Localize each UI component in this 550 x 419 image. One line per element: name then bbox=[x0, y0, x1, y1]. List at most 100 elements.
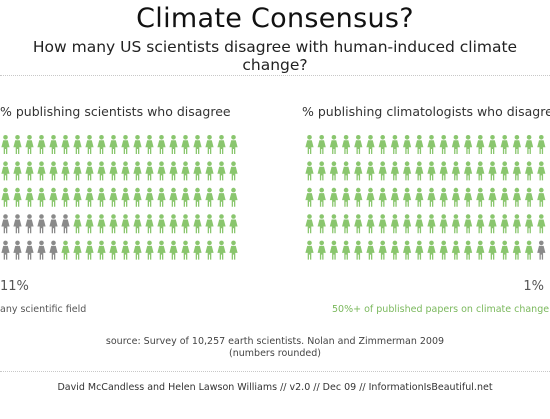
agree-person-icon-1-3-16 bbox=[500, 214, 509, 234]
agree-person-icon-0-2-2 bbox=[25, 187, 34, 207]
agree-person-icon-0-1-6 bbox=[73, 161, 82, 181]
agree-person-icon-0-2-17 bbox=[205, 187, 214, 207]
agree-person-icon-0-1-16 bbox=[193, 161, 202, 181]
agree-person-icon-0-0-13 bbox=[157, 135, 166, 154]
agree-person-icon-0-2-5 bbox=[61, 187, 70, 207]
agree-person-icon-1-2-14 bbox=[476, 187, 485, 207]
agree-person-icon-0-0-17 bbox=[205, 135, 214, 154]
agree-person-icon-1-1-1 bbox=[317, 161, 326, 181]
agree-person-icon-1-4-17 bbox=[512, 240, 521, 260]
agree-person-icon-0-1-10 bbox=[121, 161, 130, 181]
agree-person-icon-1-0-8 bbox=[403, 135, 412, 154]
agree-person-icon-1-3-4 bbox=[354, 214, 363, 234]
right-panel-caption: 50%+ of published papers on climate chan… bbox=[332, 304, 550, 315]
agree-person-icon-0-1-2 bbox=[25, 161, 34, 181]
agree-person-icon-0-3-18 bbox=[217, 214, 226, 234]
agree-person-icon-1-4-12 bbox=[451, 240, 460, 260]
agree-person-icon-1-2-4 bbox=[354, 187, 363, 207]
agree-person-icon-0-3-7 bbox=[85, 214, 94, 234]
agree-person-icon-1-0-18 bbox=[525, 135, 534, 154]
agree-person-icon-0-1-0 bbox=[1, 161, 10, 181]
agree-person-icon-1-3-1 bbox=[317, 214, 326, 234]
agree-person-icon-1-1-11 bbox=[439, 161, 448, 181]
agree-person-icon-0-1-8 bbox=[97, 161, 106, 181]
agree-person-icon-1-4-0 bbox=[305, 240, 314, 260]
agree-person-icon-1-2-6 bbox=[378, 187, 387, 207]
agree-person-icon-0-2-15 bbox=[181, 187, 190, 207]
agree-person-icon-0-0-8 bbox=[97, 135, 106, 154]
agree-person-icon-0-4-8 bbox=[97, 240, 106, 260]
agree-person-icon-1-1-4 bbox=[354, 161, 363, 181]
agree-person-icon-0-0-19 bbox=[229, 135, 238, 154]
agree-person-icon-0-4-12 bbox=[145, 240, 154, 260]
agree-person-icon-1-4-4 bbox=[354, 240, 363, 260]
agree-person-icon-1-2-7 bbox=[390, 187, 399, 207]
disagree-person-icon-0-3-4 bbox=[49, 214, 58, 234]
agree-person-icon-1-2-17 bbox=[512, 187, 521, 207]
agree-person-icon-1-1-6 bbox=[378, 161, 387, 181]
agree-person-icon-1-1-14 bbox=[476, 161, 485, 181]
agree-person-icon-1-4-15 bbox=[488, 240, 497, 260]
agree-person-icon-1-0-0 bbox=[305, 135, 314, 154]
agree-person-icon-1-0-10 bbox=[427, 135, 436, 154]
agree-person-icon-1-3-18 bbox=[525, 214, 534, 234]
agree-person-icon-0-2-4 bbox=[49, 187, 58, 207]
agree-person-icon-0-3-16 bbox=[193, 214, 202, 234]
agree-person-icon-1-3-7 bbox=[390, 214, 399, 234]
chart-title: Climate Consensus? bbox=[136, 3, 414, 34]
agree-person-icon-1-3-13 bbox=[464, 214, 473, 234]
agree-person-icon-0-1-4 bbox=[49, 161, 58, 181]
agree-person-icon-1-0-11 bbox=[439, 135, 448, 154]
agree-person-icon-1-4-1 bbox=[317, 240, 326, 260]
agree-person-icon-0-3-9 bbox=[109, 214, 118, 234]
agree-person-icon-1-0-14 bbox=[476, 135, 485, 154]
disagree-person-icon-0-3-5 bbox=[61, 214, 70, 234]
disagree-person-icon-0-4-3 bbox=[37, 240, 46, 260]
source-note: source: Survey of 10,257 earth scientist… bbox=[105, 336, 445, 347]
agree-person-icon-0-2-11 bbox=[133, 187, 142, 207]
agree-person-icon-0-3-17 bbox=[205, 214, 214, 234]
agree-person-icon-1-2-10 bbox=[427, 187, 436, 207]
agree-person-icon-0-0-10 bbox=[121, 135, 130, 154]
agree-person-icon-0-2-10 bbox=[121, 187, 130, 207]
agree-person-icon-1-0-15 bbox=[488, 135, 497, 154]
agree-person-icon-0-4-19 bbox=[229, 240, 238, 260]
agree-person-icon-1-2-0 bbox=[305, 187, 314, 207]
agree-person-icon-0-0-18 bbox=[217, 135, 226, 154]
agree-person-icon-1-3-2 bbox=[329, 214, 338, 234]
agree-person-icon-0-4-14 bbox=[169, 240, 178, 260]
agree-person-icon-0-2-13 bbox=[157, 187, 166, 207]
agree-person-icon-1-4-5 bbox=[366, 240, 375, 260]
disagree-person-icon-0-4-4 bbox=[49, 240, 58, 260]
agree-person-icon-1-3-5 bbox=[366, 214, 375, 234]
agree-person-icon-0-1-17 bbox=[205, 161, 214, 181]
agree-person-icon-1-4-14 bbox=[476, 240, 485, 260]
agree-person-icon-0-3-15 bbox=[181, 214, 190, 234]
agree-person-icon-0-2-18 bbox=[217, 187, 226, 207]
left-panel-caption: any scientific field bbox=[0, 304, 87, 315]
agree-person-icon-0-4-10 bbox=[121, 240, 130, 260]
agree-person-icon-1-4-8 bbox=[403, 240, 412, 260]
agree-person-icon-0-2-16 bbox=[193, 187, 202, 207]
agree-person-icon-0-4-15 bbox=[181, 240, 190, 260]
agree-person-icon-0-4-7 bbox=[85, 240, 94, 260]
agree-person-icon-1-3-6 bbox=[378, 214, 387, 234]
agree-person-icon-1-1-18 bbox=[525, 161, 534, 181]
agree-person-icon-0-3-10 bbox=[121, 214, 130, 234]
agree-person-icon-1-1-8 bbox=[403, 161, 412, 181]
agree-person-icon-0-1-1 bbox=[13, 161, 22, 181]
agree-person-icon-1-1-10 bbox=[427, 161, 436, 181]
agree-person-icon-0-1-19 bbox=[229, 161, 238, 181]
agree-person-icon-0-0-3 bbox=[37, 135, 46, 154]
agree-person-icon-0-0-5 bbox=[61, 135, 70, 154]
agree-person-icon-1-1-5 bbox=[366, 161, 375, 181]
agree-person-icon-1-3-9 bbox=[415, 214, 424, 234]
agree-person-icon-1-4-6 bbox=[378, 240, 387, 260]
agree-person-icon-1-4-2 bbox=[329, 240, 338, 260]
agree-person-icon-1-4-3 bbox=[342, 240, 351, 260]
agree-person-icon-0-4-9 bbox=[109, 240, 118, 260]
right-percentage-label: 1% bbox=[523, 279, 544, 294]
agree-person-icon-0-4-17 bbox=[205, 240, 214, 260]
top-divider bbox=[0, 75, 550, 76]
disagree-person-icon-0-3-2 bbox=[25, 214, 34, 234]
